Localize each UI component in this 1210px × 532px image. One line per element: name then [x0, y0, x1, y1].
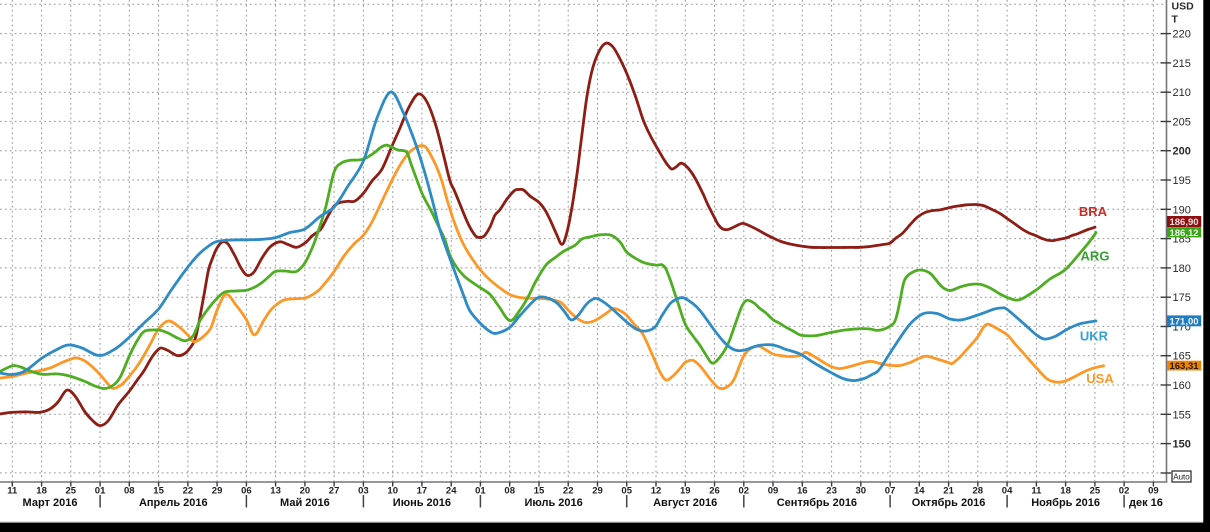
svg-text:дек 16: дек 16: [1129, 497, 1163, 509]
svg-text:09: 09: [1148, 486, 1159, 497]
svg-text:27: 27: [329, 486, 340, 497]
svg-text:186,90: 186,90: [1169, 217, 1198, 228]
svg-text:28: 28: [973, 486, 984, 497]
svg-text:220: 220: [1173, 29, 1191, 41]
svg-text:Апрель 2016: Апрель 2016: [139, 497, 208, 509]
svg-text:23: 23: [826, 486, 837, 497]
svg-text:24: 24: [446, 486, 457, 497]
svg-text:08: 08: [504, 486, 515, 497]
svg-text:155: 155: [1173, 409, 1191, 421]
svg-text:Июнь 2016: Июнь 2016: [393, 497, 451, 509]
svg-text:20: 20: [300, 486, 311, 497]
svg-text:BRA: BRA: [1079, 204, 1108, 219]
svg-text:Май 2016: Май 2016: [280, 497, 330, 509]
svg-text:200: 200: [1173, 146, 1191, 158]
svg-text:16: 16: [797, 486, 808, 497]
svg-text:07: 07: [885, 486, 896, 497]
svg-text:11: 11: [7, 486, 18, 497]
svg-text:26: 26: [709, 486, 720, 497]
svg-text:Октябрь 2016: Октябрь 2016: [912, 497, 986, 509]
svg-text:17: 17: [417, 486, 428, 497]
svg-text:186,12: 186,12: [1169, 228, 1198, 239]
svg-text:210: 210: [1173, 87, 1191, 99]
svg-text:10: 10: [387, 486, 398, 497]
svg-text:22: 22: [563, 486, 574, 497]
svg-text:171,00: 171,00: [1169, 317, 1198, 328]
svg-text:13: 13: [270, 486, 281, 497]
svg-text:165: 165: [1173, 351, 1191, 363]
svg-text:150: 150: [1173, 439, 1191, 451]
svg-text:175: 175: [1173, 292, 1191, 304]
svg-text:Ноябрь 2016: Ноябрь 2016: [1031, 497, 1100, 509]
svg-text:21: 21: [943, 486, 954, 497]
svg-text:25: 25: [1090, 486, 1101, 497]
svg-text:180: 180: [1173, 263, 1191, 275]
svg-text:Сентябрь 2016: Сентябрь 2016: [777, 497, 857, 509]
svg-text:02: 02: [739, 486, 750, 497]
svg-text:05: 05: [621, 486, 632, 497]
svg-text:215: 215: [1173, 58, 1191, 70]
svg-text:04: 04: [1002, 486, 1013, 497]
svg-text:205: 205: [1173, 117, 1191, 129]
svg-text:02: 02: [1119, 486, 1130, 497]
svg-text:Март 2016: Март 2016: [23, 497, 78, 509]
svg-text:03: 03: [358, 486, 369, 497]
svg-text:08: 08: [124, 486, 135, 497]
svg-text:190: 190: [1173, 204, 1191, 216]
svg-text:12: 12: [651, 486, 662, 497]
svg-text:USD: USD: [1172, 1, 1195, 13]
svg-text:22: 22: [183, 486, 194, 497]
svg-text:19: 19: [680, 486, 691, 497]
svg-text:UKR: UKR: [1080, 329, 1109, 344]
svg-text:06: 06: [241, 486, 252, 497]
svg-text:15: 15: [534, 486, 545, 497]
svg-text:15: 15: [153, 486, 164, 497]
svg-text:14: 14: [914, 486, 925, 497]
svg-text:29: 29: [592, 486, 603, 497]
svg-text:T: T: [1172, 14, 1179, 26]
svg-text:Июль 2016: Июль 2016: [524, 497, 582, 509]
svg-text:Август 2016: Август 2016: [653, 497, 717, 509]
svg-text:ARG: ARG: [1081, 249, 1110, 264]
svg-text:29: 29: [212, 486, 223, 497]
svg-text:30: 30: [856, 486, 867, 497]
svg-text:25: 25: [66, 486, 77, 497]
svg-text:USA: USA: [1086, 371, 1114, 386]
svg-text:01: 01: [475, 486, 486, 497]
svg-text:163,31: 163,31: [1169, 361, 1199, 372]
svg-text:09: 09: [768, 486, 779, 497]
svg-text:18: 18: [36, 486, 47, 497]
svg-text:Auto: Auto: [1173, 473, 1190, 482]
svg-text:195: 195: [1173, 175, 1191, 187]
svg-text:160: 160: [1173, 380, 1191, 392]
svg-text:11: 11: [1031, 486, 1042, 497]
svg-text:01: 01: [95, 486, 106, 497]
svg-text:18: 18: [1060, 486, 1071, 497]
